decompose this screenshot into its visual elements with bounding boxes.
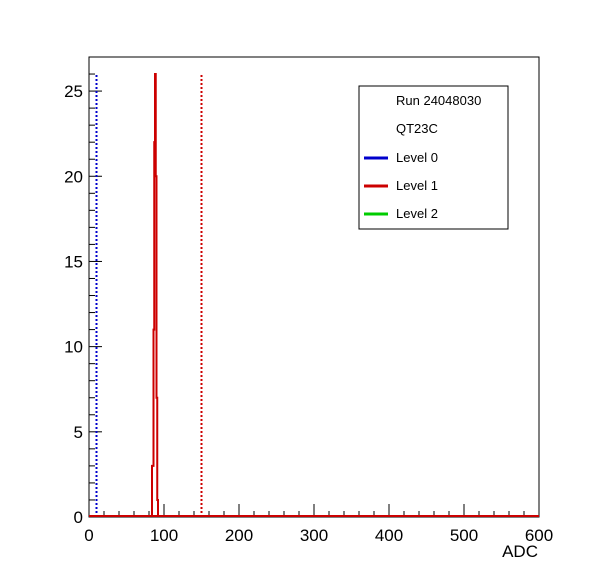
y-tick-label: 25 [64, 82, 83, 101]
series-group [89, 73, 539, 517]
x-tick-label: 400 [375, 526, 403, 545]
legend-run-label: Run 24048030 [396, 93, 481, 108]
x-tick-label: 100 [150, 526, 178, 545]
x-tick-label: 0 [84, 526, 93, 545]
legend-label-level-1: Level 1 [396, 178, 438, 193]
x-tick-label: 500 [450, 526, 478, 545]
x-tick-label: 600 [525, 526, 553, 545]
series-level-1 [151, 73, 159, 517]
y-tick-label: 10 [64, 338, 83, 357]
legend-channel-label: QT23C [396, 121, 438, 136]
x-axis-label: ADC [502, 542, 538, 561]
y-tick-label: 20 [64, 167, 83, 186]
legend-label-level-2: Level 2 [396, 206, 438, 221]
x-tick-label: 300 [300, 526, 328, 545]
y-tick-label: 15 [64, 252, 83, 271]
legend-label-level-0: Level 0 [396, 150, 438, 165]
x-tick-label: 200 [225, 526, 253, 545]
y-tick-label: 5 [74, 423, 83, 442]
axis-tick-labels: 0 100 200 300 400 500 600 0 5 10 15 20 25 [64, 82, 553, 545]
y-tick-label: 0 [74, 508, 83, 527]
legend: Run 24048030 QT23C Level 0 Level 1 Level… [358, 85, 509, 230]
threshold-lines [95, 74, 203, 517]
